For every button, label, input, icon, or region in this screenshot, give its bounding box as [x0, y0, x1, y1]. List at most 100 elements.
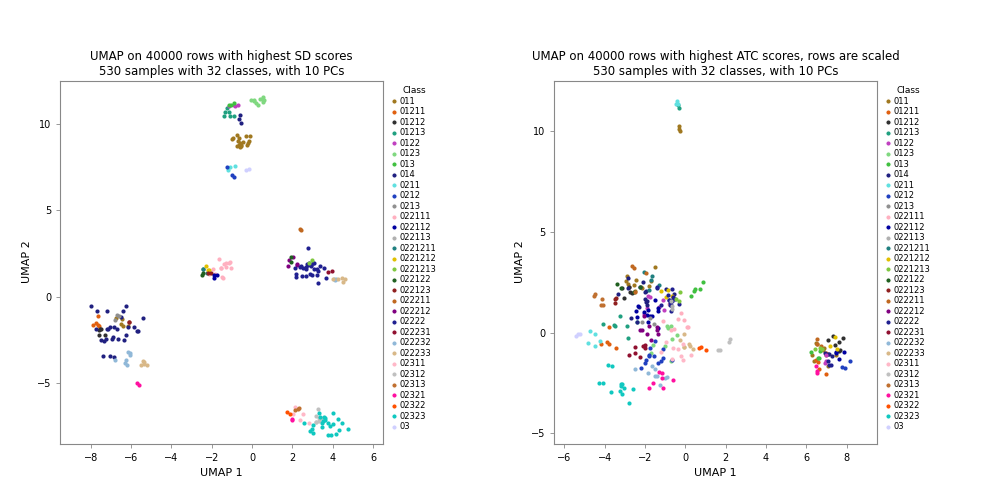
- Point: [671, 122, 687, 131]
- Point: [255, 98, 271, 106]
- Point: [305, 429, 322, 437]
- Point: [815, 346, 832, 354]
- Point: [227, 112, 243, 120]
- Point: [655, 385, 671, 393]
- Point: [117, 358, 133, 366]
- Point: [685, 287, 702, 295]
- Point: [320, 268, 336, 276]
- Point: [195, 269, 211, 277]
- Point: [595, 301, 611, 309]
- Point: [209, 271, 225, 279]
- Point: [310, 279, 327, 287]
- Point: [815, 344, 832, 352]
- Point: [620, 274, 636, 282]
- Point: [102, 323, 118, 331]
- Point: [820, 357, 836, 365]
- Point: [308, 412, 325, 420]
- Point: [618, 277, 634, 285]
- Point: [630, 302, 646, 310]
- Point: [300, 244, 317, 252]
- Point: [826, 333, 842, 341]
- Point: [808, 339, 825, 347]
- Point: [246, 96, 262, 104]
- Point: [231, 134, 247, 142]
- Point: [643, 349, 659, 357]
- Point: [607, 295, 623, 303]
- Point: [139, 361, 155, 369]
- Point: [638, 287, 654, 295]
- Point: [321, 431, 337, 439]
- Point: [667, 295, 683, 303]
- Point: [821, 361, 837, 369]
- Point: [683, 351, 700, 359]
- Point: [130, 327, 146, 335]
- Point: [809, 354, 826, 362]
- Point: [629, 319, 645, 327]
- Point: [614, 284, 630, 292]
- Point: [723, 335, 739, 343]
- Point: [828, 348, 844, 356]
- Point: [804, 351, 821, 359]
- Point: [285, 410, 301, 418]
- Point: [835, 362, 851, 370]
- Point: [816, 349, 833, 357]
- Point: [311, 409, 328, 417]
- Point: [201, 269, 217, 277]
- Point: [238, 166, 254, 174]
- X-axis label: UMAP 1: UMAP 1: [695, 468, 737, 478]
- Point: [221, 259, 237, 267]
- Point: [807, 345, 824, 353]
- Point: [325, 409, 341, 417]
- Point: [99, 325, 115, 333]
- Point: [660, 291, 676, 299]
- Point: [663, 326, 679, 334]
- Point: [807, 361, 824, 369]
- Point: [654, 369, 670, 377]
- Point: [653, 348, 669, 356]
- Point: [218, 259, 234, 267]
- Point: [201, 270, 217, 278]
- Point: [639, 331, 655, 339]
- Point: [296, 419, 312, 427]
- Point: [608, 344, 624, 352]
- Point: [302, 262, 319, 270]
- Point: [309, 271, 326, 279]
- Point: [305, 259, 322, 267]
- Point: [114, 316, 130, 324]
- Point: [823, 361, 839, 369]
- Point: [297, 265, 313, 273]
- Point: [606, 321, 622, 329]
- Point: [650, 281, 666, 289]
- Point: [126, 323, 142, 331]
- Point: [227, 162, 243, 170]
- Point: [664, 302, 680, 310]
- Point: [805, 357, 822, 365]
- Point: [91, 326, 107, 334]
- Point: [637, 288, 653, 296]
- Point: [301, 419, 318, 427]
- Point: [311, 414, 328, 422]
- Point: [710, 346, 726, 354]
- Point: [122, 349, 138, 357]
- Point: [651, 368, 667, 376]
- Point: [572, 330, 588, 338]
- Point: [92, 325, 108, 333]
- Point: [223, 264, 239, 272]
- Point: [290, 405, 306, 413]
- Point: [222, 258, 238, 266]
- Point: [106, 353, 122, 361]
- Point: [283, 258, 299, 266]
- Point: [233, 141, 249, 149]
- Point: [587, 342, 603, 350]
- Point: [121, 318, 137, 326]
- Point: [593, 340, 609, 348]
- Point: [329, 276, 345, 284]
- Point: [91, 322, 107, 330]
- Point: [231, 115, 247, 123]
- Point: [254, 95, 270, 103]
- Point: [653, 356, 669, 364]
- Point: [649, 284, 665, 292]
- Point: [306, 260, 323, 268]
- Point: [640, 318, 656, 326]
- Point: [316, 264, 332, 272]
